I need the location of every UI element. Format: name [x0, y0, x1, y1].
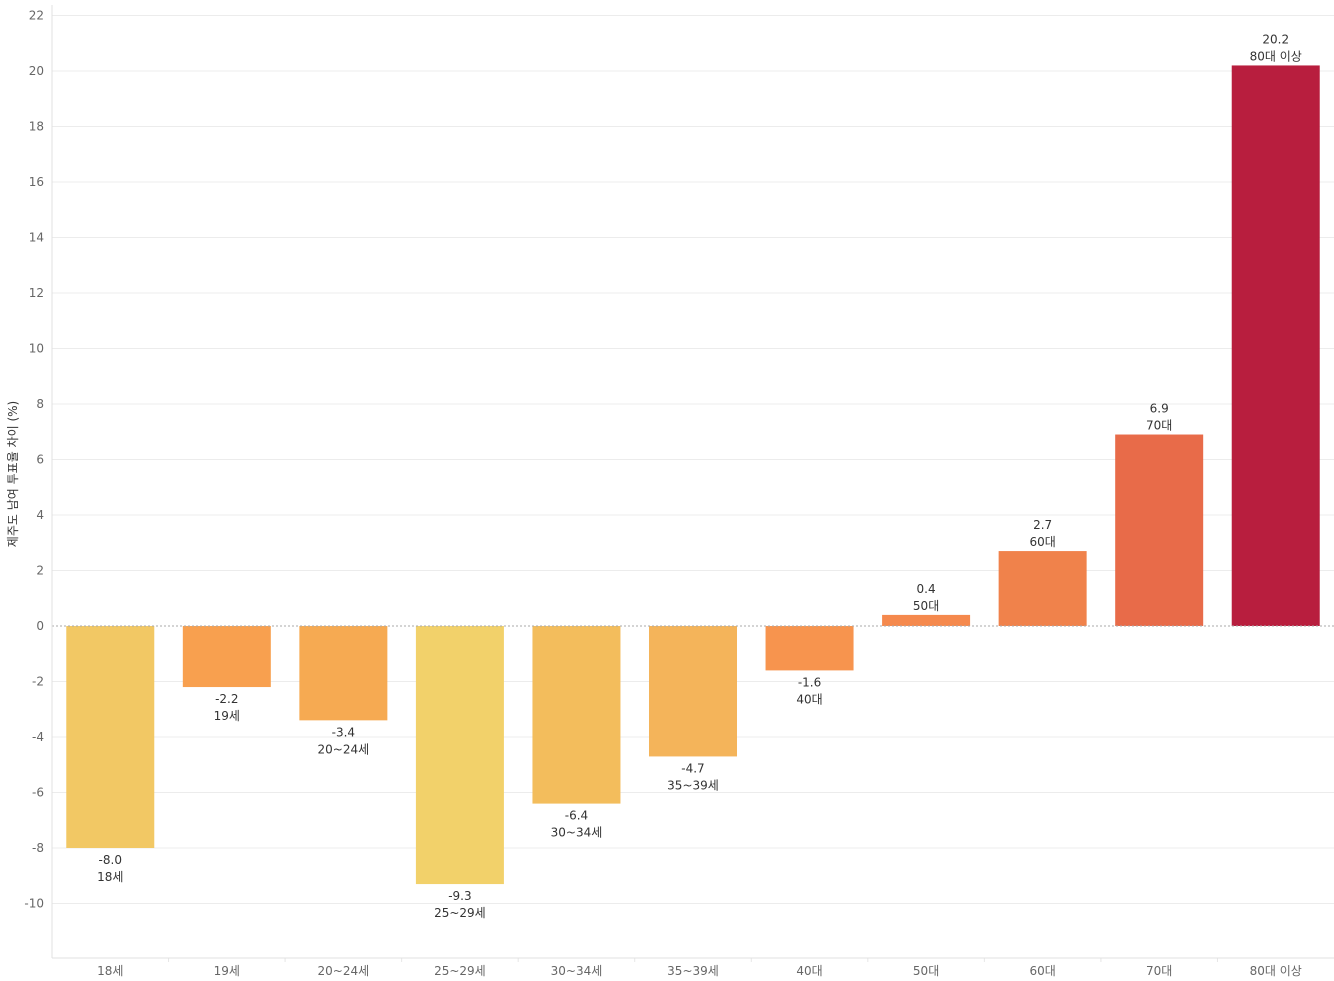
bar-category-label: 20~24세 — [318, 742, 370, 756]
y-tick-label: -6 — [32, 786, 44, 800]
y-tick-label: -8 — [32, 841, 44, 855]
y-tick-label: 2 — [36, 564, 44, 578]
bar-3[interactable] — [299, 626, 388, 721]
bar-value-label: -4.7 — [681, 761, 704, 775]
bar-value-label: -8.0 — [99, 853, 122, 867]
x-tick-label: 30~34세 — [551, 964, 603, 978]
y-tick-label: 6 — [36, 453, 44, 467]
bar-value-label: -2.2 — [215, 692, 238, 706]
bar-category-label: 30~34세 — [551, 826, 603, 840]
y-axis-title: 제주도 남여 투표율 차이 (%) — [6, 401, 20, 547]
bar-value-label: -6.4 — [565, 809, 588, 823]
y-tick-label: 18 — [29, 120, 44, 134]
bar-8[interactable] — [882, 614, 971, 626]
bar-value-label: 2.7 — [1033, 518, 1052, 532]
y-tick-label: 10 — [29, 342, 44, 356]
label-layer: -8.0 18세 -2.2 19세 -3.4 20~24세 -9.3 25~29세 -6.4 30… — [97, 32, 1302, 920]
bar-4[interactable] — [415, 626, 504, 885]
x-tick-label: 18세 — [97, 964, 123, 978]
bar-2[interactable] — [182, 626, 271, 688]
bar-6[interactable] — [649, 626, 737, 757]
x-tick-label: 80대 이상 — [1250, 964, 1302, 978]
axis-layer: -10 -8 -6 -4 -2 0 2 4 6 8 10 12 14 16 18 20 22 18세 19세 20~2… — [24, 5, 1334, 978]
y-tick-label: -4 — [32, 730, 44, 744]
x-tick-label: 25~29세 — [434, 964, 486, 978]
y-tick-label: 8 — [36, 397, 44, 411]
bar-value-label: 6.9 — [1150, 402, 1169, 416]
y-tick-label: 12 — [29, 286, 44, 300]
y-tick-label: 0 — [36, 619, 44, 633]
bar-category-label: 50대 — [913, 599, 939, 613]
bar-value-label: 0.4 — [917, 582, 936, 596]
y-tick-label: -2 — [32, 675, 44, 689]
bar-layer — [66, 65, 1320, 885]
y-tick-label: 16 — [29, 175, 44, 189]
x-tick-label: 40대 — [796, 964, 822, 978]
y-tick-label: -10 — [24, 897, 44, 911]
bar-category-label: 35~39세 — [667, 778, 719, 792]
bar-value-label: -3.4 — [332, 725, 355, 739]
x-tick-label: 50대 — [913, 964, 939, 978]
bar-value-label: -1.6 — [798, 675, 821, 689]
bar-category-label: 40대 — [796, 692, 822, 706]
y-tick-label: 20 — [29, 64, 44, 78]
x-tick-label: 19세 — [214, 964, 240, 978]
bar-category-label: 18세 — [97, 870, 123, 884]
x-tick-label: 35~39세 — [667, 964, 719, 978]
x-tick-label: 20~24세 — [318, 964, 370, 978]
bar-value-label: 20.2 — [1262, 32, 1289, 46]
bar-value-label: -9.3 — [448, 889, 471, 903]
bar-1[interactable] — [66, 626, 155, 848]
bar-10[interactable] — [1115, 434, 1204, 626]
bar-category-label: 80대 이상 — [1250, 49, 1302, 63]
bar-category-label: 25~29세 — [434, 906, 486, 920]
y-tick-label: 22 — [29, 9, 44, 23]
x-tick-label: 70대 — [1146, 964, 1172, 978]
x-tick-label: 60대 — [1029, 964, 1055, 978]
bar-category-label: 70대 — [1146, 419, 1172, 433]
bar-5[interactable] — [532, 626, 621, 804]
bar-category-label: 60대 — [1029, 535, 1055, 549]
bar-7[interactable] — [765, 626, 854, 671]
y-tick-label: 4 — [36, 508, 44, 522]
y-tick-label: 14 — [29, 231, 44, 245]
bar-9[interactable] — [998, 551, 1087, 626]
bar-11[interactable] — [1231, 65, 1320, 626]
bar-category-label: 19세 — [214, 709, 240, 723]
